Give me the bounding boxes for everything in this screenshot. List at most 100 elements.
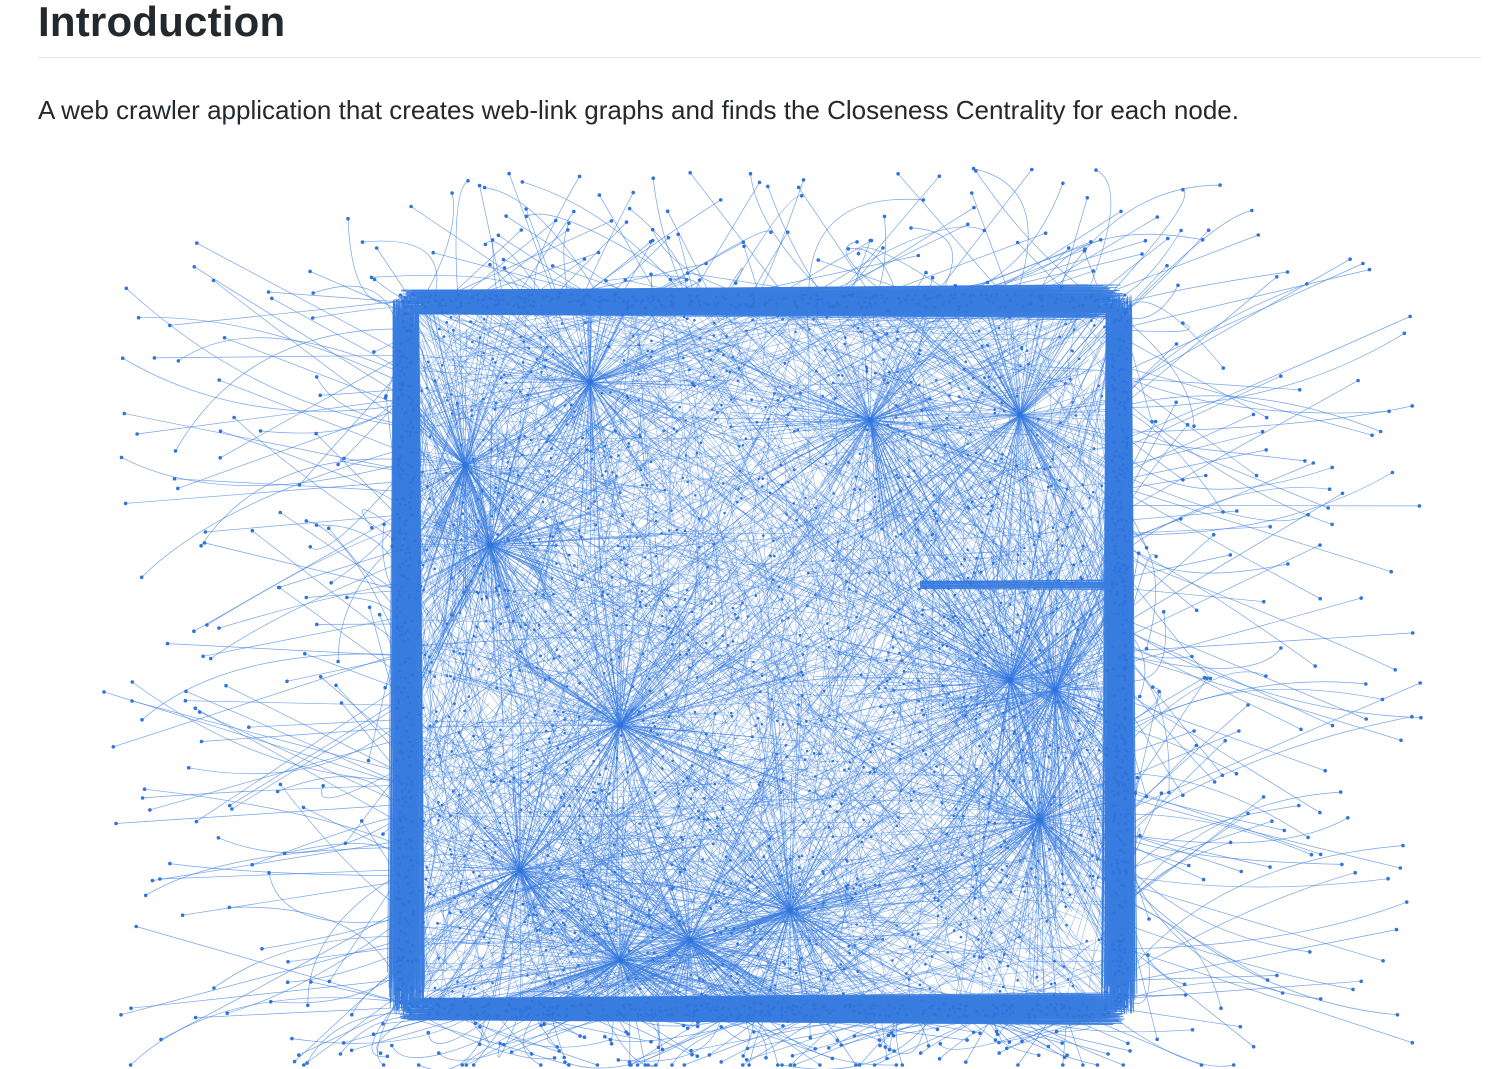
graph-edge [619,959,664,964]
graph-edge [789,774,927,911]
graph-edge [873,429,998,520]
graph-edge [789,841,863,911]
graph-edge [501,377,591,383]
graph-edge [415,544,491,600]
graph-edge [679,337,708,492]
graph-edge [619,954,759,961]
graph-edge [478,907,723,998]
graph-edge [623,584,647,587]
graph-edge [736,848,791,911]
graph-edge [803,619,894,819]
graph-edge [619,653,655,726]
graph-edge [742,299,864,450]
graph-edge [489,416,492,546]
graph-edge [519,653,600,871]
graph-edge [1019,414,1026,518]
graph-edge [760,832,791,911]
graph-edge [981,346,1021,416]
graph-edge [423,724,621,832]
graph-edge [689,578,869,655]
graph-edge [796,753,1021,925]
graph-edge [1009,627,1028,681]
graph-edge [688,564,901,757]
graph-edge [746,824,953,950]
graph-edge [519,869,559,909]
graph-edge [588,959,621,997]
graph-edge [907,689,1056,860]
graph-edge [905,819,1041,974]
graph-edge [821,552,1063,686]
graph-edge [519,842,557,871]
graph-edge [890,647,919,742]
graph-edge [694,471,849,601]
graph-edge [763,850,854,904]
graph-edge [899,778,1041,821]
graph-edge [816,594,1011,681]
graph-edge [887,336,1114,343]
graph-edge [1012,841,1082,1005]
graph-edge [437,923,621,961]
graph-edge [464,464,535,547]
graph-edge [464,399,568,466]
graph-edge [957,330,1021,416]
graph-edge [859,714,949,728]
graph-edge [845,463,971,682]
graph-edge [974,572,1011,681]
graph-edge [643,551,841,576]
graph-edge [689,911,836,941]
graph-edge [846,819,1041,889]
graph-edge [1008,679,1011,804]
graph-edge [1016,465,1056,691]
graph-edge [519,869,544,934]
graph-edge [544,395,597,518]
graph-edge [481,891,691,941]
graph-edge [404,614,531,805]
graph-edge [707,870,922,1011]
graph-edge [519,837,711,871]
graph-edge [489,544,642,598]
graph-edge [450,856,521,871]
graph-edge [519,695,522,871]
graph-edge [474,704,521,871]
graph-edge [441,464,466,650]
graph-edge [464,425,489,466]
graph-edge [417,544,491,591]
graph-edge [490,869,521,1016]
graph-edge [985,679,1011,733]
graph-edge [488,869,521,930]
graph-edge [852,374,871,421]
graph-edge [474,403,543,543]
graph-edge [733,909,791,1004]
graph-edge [619,950,738,961]
graph-edge [946,414,1021,419]
graph-edge [861,560,997,754]
graph-edge [409,359,657,611]
graph-edge [457,546,653,732]
graph-edge [545,772,650,966]
graph-edge [1019,414,1088,539]
graph-edge [689,939,779,1003]
graph-edge [464,337,481,466]
graph-edge [417,514,577,726]
graph-edge [680,881,691,941]
graph-edge [599,939,691,989]
graph-edge [1054,550,1112,691]
graph-edge [1019,326,1105,416]
graph-edge [873,916,988,939]
graph-edge [689,861,773,941]
graph-edge [586,650,775,796]
graph-edge [869,419,991,512]
graph-edge [998,809,1025,833]
graph-edge [1001,414,1021,460]
graph-edge [619,869,774,961]
graph-edge [589,322,606,383]
graph-edge [987,689,1056,747]
graph-edge [804,516,879,777]
graph-edge [1025,311,1105,516]
graph-edge [589,381,695,387]
graph-edge [929,844,1100,1010]
section-heading: Introduction [38,0,1481,58]
graph-edge [454,544,491,704]
graph-edge [731,299,755,454]
graph-edge [750,617,995,639]
